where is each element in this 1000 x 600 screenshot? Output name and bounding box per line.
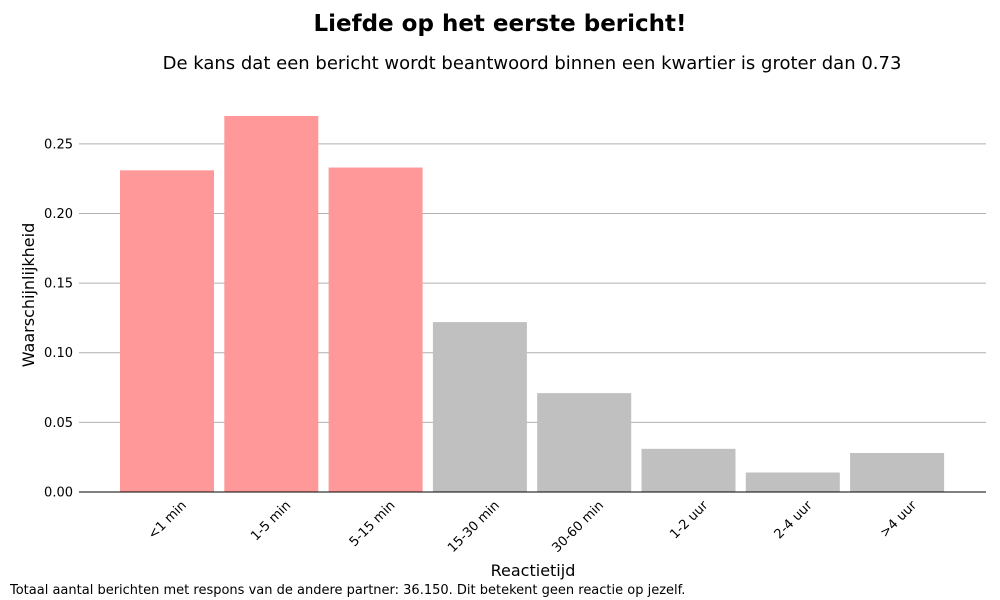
footnote: Totaal aantal berichten met respons van … [9, 583, 685, 598]
x-tick-label: 30-60 min [549, 498, 607, 556]
x-tick-label: 1-2 uur [667, 498, 711, 542]
bar [120, 170, 214, 493]
x-tick-labels: <1 min 1-5 min 5-15 min 15-30 min 30-60 min 1… [145, 498, 920, 556]
y-axis-label: Waarschijnlijkheid [19, 223, 38, 367]
chart-title: Liefde op het eerste bericht! [313, 11, 686, 37]
x-tick-label: <1 min [145, 498, 189, 542]
x-tick-label: 2-4 uur [772, 498, 816, 542]
bar [328, 167, 423, 492]
gridlines [79, 143, 986, 423]
y-tick-label: 0.20 [44, 207, 73, 222]
y-tick-label: 0.25 [44, 137, 73, 152]
bars [120, 116, 945, 493]
bar [850, 453, 945, 492]
x-axis-label: Reactietijd [491, 561, 576, 580]
y-tick-labels: 0.00 0.05 0.10 0.15 0.20 0.25 [44, 137, 73, 500]
x-tick-label: 5-15 min [347, 498, 399, 550]
bar [745, 472, 840, 492]
x-tick-label: 1-5 min [248, 498, 294, 544]
x-tick-label: 15-30 min [445, 498, 503, 556]
y-tick-label: 0.15 [44, 277, 73, 292]
x-tick-label: >4 uur [877, 498, 920, 541]
bar [537, 393, 632, 492]
y-tick-label: 0.00 [44, 486, 73, 501]
chart-subtitle: De kans dat een bericht wordt beantwoord… [163, 53, 902, 74]
y-tick-label: 0.10 [44, 346, 73, 361]
bar [641, 448, 736, 492]
y-tick-label: 0.05 [44, 416, 73, 431]
bar [224, 116, 319, 492]
bar [432, 322, 527, 492]
